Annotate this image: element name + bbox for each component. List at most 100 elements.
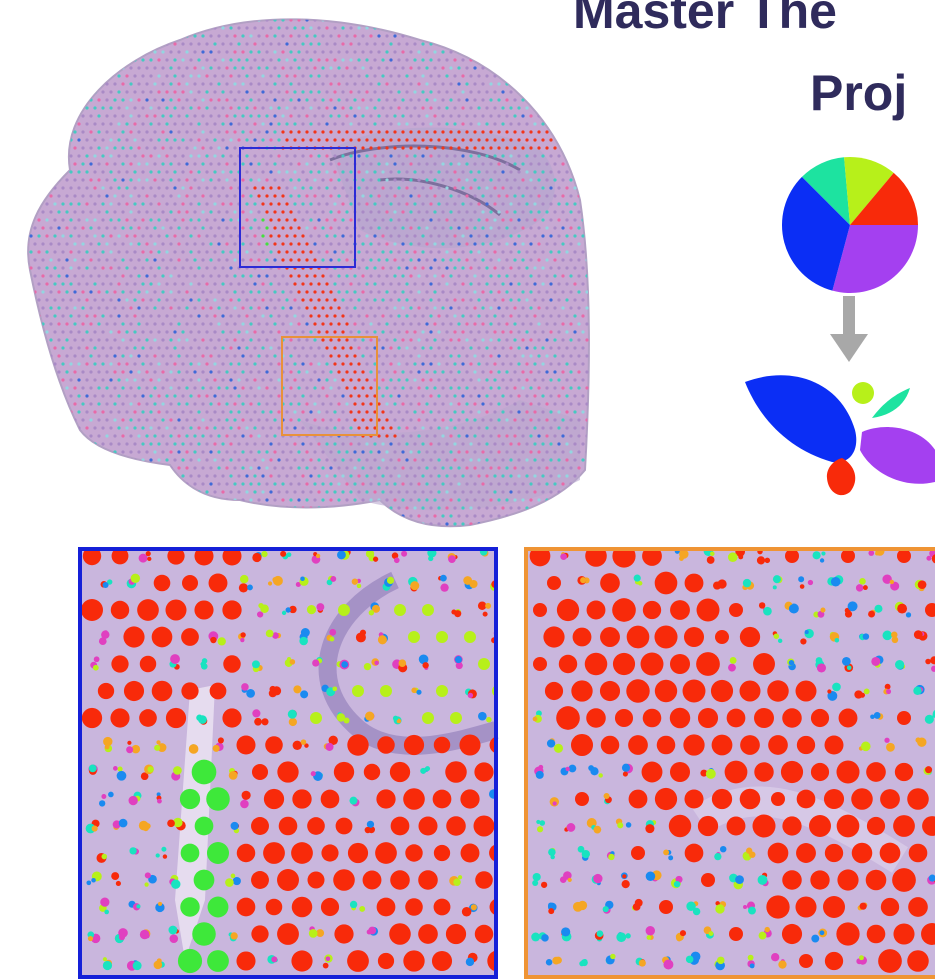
spot	[513, 226, 517, 230]
spot	[533, 394, 537, 398]
spot	[269, 474, 273, 478]
spot	[553, 194, 557, 198]
spot	[465, 50, 469, 54]
spot	[309, 426, 313, 430]
spot	[349, 490, 353, 494]
spot	[365, 362, 369, 366]
spot	[473, 450, 477, 454]
spot	[77, 490, 81, 494]
spot	[41, 114, 45, 118]
spot	[373, 138, 377, 142]
spot	[153, 514, 157, 518]
spot	[153, 66, 157, 70]
spot	[493, 90, 497, 94]
spot	[41, 50, 45, 54]
spot	[473, 434, 477, 438]
spot	[425, 210, 429, 214]
spot	[309, 394, 313, 398]
spot	[201, 386, 205, 390]
spot	[233, 82, 237, 86]
spot	[549, 234, 553, 238]
spot	[457, 242, 461, 246]
spot	[229, 346, 233, 350]
spot	[329, 450, 333, 454]
spot	[561, 210, 565, 214]
spot	[365, 474, 369, 478]
spot	[209, 66, 213, 70]
spot	[385, 402, 389, 406]
spot	[141, 122, 145, 126]
spot	[317, 346, 321, 350]
spot	[85, 474, 89, 478]
spot-small	[258, 602, 264, 609]
spot	[117, 442, 121, 446]
spot	[433, 146, 437, 150]
spot-small	[425, 766, 431, 772]
spot	[89, 66, 93, 70]
spot	[353, 386, 357, 390]
spot	[201, 290, 205, 294]
spot	[29, 490, 33, 494]
spot	[257, 290, 261, 294]
spot	[381, 266, 385, 270]
spot	[113, 354, 117, 358]
spot	[241, 370, 245, 374]
spot	[557, 186, 561, 190]
spot	[545, 82, 549, 86]
petal-teal	[872, 388, 910, 418]
spot	[377, 370, 381, 374]
spot-big	[445, 923, 467, 945]
spot	[185, 242, 189, 246]
spot-small	[92, 664, 99, 671]
spot	[213, 426, 217, 430]
spot	[225, 178, 229, 182]
spot	[69, 394, 73, 398]
spot	[169, 354, 173, 358]
spot	[169, 306, 173, 310]
spot	[181, 138, 185, 142]
spot	[425, 322, 429, 326]
spot	[77, 58, 81, 62]
spot	[173, 154, 177, 158]
spot-small	[326, 579, 333, 586]
spot	[241, 50, 245, 54]
spot	[161, 50, 165, 54]
spot	[549, 394, 553, 398]
spot	[505, 386, 509, 390]
spot	[321, 386, 325, 390]
spot-small	[267, 581, 273, 586]
spot-big	[110, 708, 130, 728]
spot-small	[401, 550, 408, 557]
spot	[233, 482, 237, 486]
spot	[149, 458, 153, 462]
spot	[165, 74, 169, 78]
spot	[433, 194, 437, 198]
spot	[413, 106, 417, 110]
spot	[309, 378, 313, 382]
spot	[429, 506, 433, 510]
spot	[305, 66, 309, 70]
spot	[121, 322, 125, 326]
spot	[121, 418, 125, 422]
spot	[333, 442, 337, 446]
spot	[105, 466, 109, 470]
spot	[137, 482, 141, 486]
spot-small	[315, 553, 321, 559]
spot	[369, 19, 373, 22]
spot	[217, 514, 221, 518]
spot	[81, 50, 85, 54]
spot	[377, 258, 381, 262]
spot	[437, 58, 441, 62]
spot	[65, 514, 69, 518]
spot	[217, 130, 221, 134]
spot	[89, 434, 93, 438]
spot	[541, 218, 545, 222]
spot	[509, 282, 513, 286]
spot	[41, 354, 45, 358]
spot	[309, 42, 313, 46]
spot	[41, 402, 45, 406]
spot	[473, 66, 477, 70]
spot	[369, 50, 373, 54]
spot	[353, 514, 357, 518]
spot	[285, 522, 289, 526]
